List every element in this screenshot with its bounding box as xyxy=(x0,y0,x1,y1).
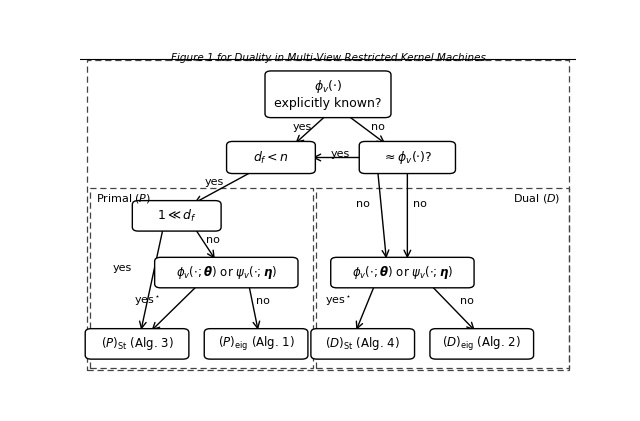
Text: no: no xyxy=(206,235,220,245)
FancyBboxPatch shape xyxy=(132,201,221,231)
Text: $\phi_v(\cdot)$
explicitly known?: $\phi_v(\cdot)$ explicitly known? xyxy=(275,78,381,110)
FancyBboxPatch shape xyxy=(204,329,308,359)
Text: yes$^\star$: yes$^\star$ xyxy=(324,293,351,308)
FancyBboxPatch shape xyxy=(359,141,456,173)
Text: $(P)_{\mathrm{eig}}$ (Alg. 1): $(P)_{\mathrm{eig}}$ (Alg. 1) xyxy=(218,335,294,353)
Text: no: no xyxy=(356,199,370,208)
Text: $(D)_{\mathrm{St}}$ (Alg. 4): $(D)_{\mathrm{St}}$ (Alg. 4) xyxy=(325,336,400,352)
Text: yes: yes xyxy=(113,263,132,273)
FancyBboxPatch shape xyxy=(430,329,534,359)
Text: yes: yes xyxy=(204,177,223,187)
Text: yes: yes xyxy=(330,149,349,159)
Text: Primal $(P)$: Primal $(P)$ xyxy=(97,192,152,205)
FancyBboxPatch shape xyxy=(85,329,189,359)
FancyBboxPatch shape xyxy=(331,257,474,288)
Text: $\phi_v(\cdot;\boldsymbol{\theta})$ or $\psi_v(\cdot;\boldsymbol{\eta})$: $\phi_v(\cdot;\boldsymbol{\theta})$ or $… xyxy=(352,264,453,281)
FancyBboxPatch shape xyxy=(227,141,316,173)
Text: no: no xyxy=(371,122,385,132)
FancyBboxPatch shape xyxy=(265,71,391,117)
Text: $\approx \phi_v(\cdot)$?: $\approx \phi_v(\cdot)$? xyxy=(382,149,433,166)
Text: yes: yes xyxy=(292,122,312,132)
FancyBboxPatch shape xyxy=(311,329,415,359)
Text: yes$^\star$: yes$^\star$ xyxy=(134,293,161,308)
Text: $d_f < n$: $d_f < n$ xyxy=(253,149,289,165)
Text: Dual $(D)$: Dual $(D)$ xyxy=(513,192,560,205)
Text: $(P)_{\mathrm{St}}$ (Alg. 3): $(P)_{\mathrm{St}}$ (Alg. 3) xyxy=(100,336,173,352)
FancyBboxPatch shape xyxy=(155,257,298,288)
Text: $1 \ll d_f$: $1 \ll d_f$ xyxy=(157,208,196,224)
Text: no: no xyxy=(255,296,269,306)
Text: Figure 1 for Duality in Multi-View Restricted Kernel Machines: Figure 1 for Duality in Multi-View Restr… xyxy=(171,53,485,63)
Text: $\phi_v(\cdot;\boldsymbol{\theta})$ or $\psi_v(\cdot;\boldsymbol{\eta})$: $\phi_v(\cdot;\boldsymbol{\theta})$ or $… xyxy=(176,264,277,281)
Text: $(D)_{\mathrm{eig}}$ (Alg. 2): $(D)_{\mathrm{eig}}$ (Alg. 2) xyxy=(442,335,521,353)
Text: no: no xyxy=(413,199,427,208)
Text: no: no xyxy=(460,296,474,306)
